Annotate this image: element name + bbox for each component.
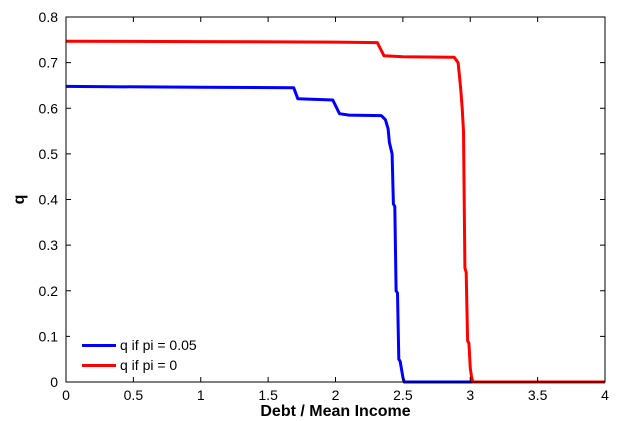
y-tick-label: 0.8	[39, 9, 59, 25]
x-tick-label: 2	[332, 387, 340, 403]
y-tick-label: 0.5	[39, 146, 59, 162]
legend-label-1: q if pi = 0	[120, 357, 177, 373]
x-tick-label: 4	[601, 387, 609, 403]
y-tick-label: 0.6	[39, 100, 59, 116]
plot-background	[66, 17, 605, 382]
x-tick-label: 3.5	[528, 387, 548, 403]
y-tick-label: 0.2	[39, 283, 59, 299]
x-tick-label: 0.5	[124, 387, 144, 403]
ticks-layer: 0 0.5 1 1.5 2 2.5 3 3.5 4 0 0.1 0.2 0.3 0.4 0.5 0.6 0.7 0…	[39, 9, 610, 403]
y-tick-label: 0.7	[39, 55, 59, 71]
x-tick-label: 1.5	[258, 387, 278, 403]
y-tick-label: 0.4	[39, 192, 59, 208]
y-tick-label: 0.1	[39, 328, 59, 344]
legend: q if pi = 0.05 q if pi = 0	[70, 333, 230, 377]
x-tick-label: 1	[197, 387, 205, 403]
x-tick-label: 2.5	[393, 387, 413, 403]
y-tick-label: 0	[50, 374, 58, 390]
y-axis-label: q	[11, 195, 28, 205]
legend-label-0: q if pi = 0.05	[120, 337, 197, 353]
series-line-1	[65, 39, 605, 384]
x-tick-label: 3	[466, 387, 474, 403]
legend-box	[70, 333, 230, 377]
x-tick-label: 0	[62, 387, 70, 403]
x-axis-label: Debt / Mean Income	[260, 403, 410, 420]
y-tick-label: 0.3	[39, 237, 59, 253]
series-line-0	[65, 84, 605, 384]
series-layer	[65, 39, 605, 384]
